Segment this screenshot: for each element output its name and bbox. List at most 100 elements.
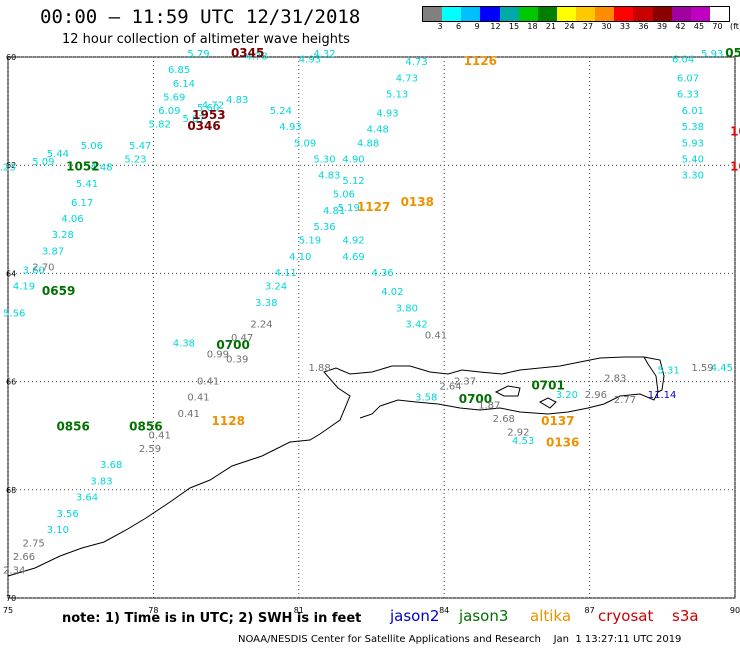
wave-height-label-jason3: 5.93 — [682, 138, 704, 149]
colorbar-swatch — [690, 7, 710, 21]
colorbar-swatch — [614, 7, 634, 21]
wave-height-label-jason3: 3.58 — [415, 393, 437, 404]
legend-altika: altika — [530, 607, 572, 625]
wave-height-label-s3a: 101 — [730, 160, 740, 174]
wave-height-label-jason3: 3.42 — [405, 320, 427, 331]
colorbar-tick: 3 — [437, 22, 443, 31]
wave-height-label-jason3: 4.19 — [13, 282, 35, 293]
colorbar-swatch — [442, 7, 462, 21]
lon-tick-label: 84 — [439, 606, 449, 615]
wave-height-label-jason3: 4.73 — [396, 73, 418, 84]
colorbar-tick: 36 — [638, 22, 649, 31]
wave-height-label-grey: 2.70 — [32, 263, 54, 274]
colorbar-tick: 27 — [582, 22, 594, 31]
colorbar-tick: 33 — [619, 22, 631, 31]
colorbar-swatch — [556, 7, 576, 21]
wave-height-label-jason3: 5.38 — [682, 122, 704, 133]
wave-height-colorbar — [422, 6, 730, 22]
wave-height-label-jason3-time: 05 — [725, 46, 740, 60]
wave-height-label-jason3: 5.06 — [81, 141, 103, 152]
colorbar-swatch — [671, 7, 691, 21]
wave-height-label-jason3: 4.48 — [90, 163, 112, 174]
wave-height-label-jason3: 5.44 — [47, 149, 69, 160]
wave-height-label-grey: 2.83 — [604, 374, 626, 385]
wave-height-label-grey: 2.77 — [614, 395, 636, 406]
wave-height-label-jason3-time: 0701 — [531, 379, 564, 393]
colorbar-swatch — [595, 7, 615, 21]
wave-height-label-grey: 1.87 — [478, 401, 500, 412]
wave-height-label-cryosat: 0346 — [187, 119, 220, 133]
colorbar-tick: 9 — [474, 22, 480, 31]
wave-height-label-jason3: 4.83 — [226, 95, 248, 106]
wave-height-label-jason3: 5.93 — [701, 49, 723, 60]
wave-height-label-jason3: 5.23 — [0, 163, 16, 174]
colorbar-tick: 70 — [712, 22, 723, 31]
colorbar-swatch — [518, 7, 538, 21]
wave-height-label-jason3: 4.93 — [279, 122, 301, 133]
wave-height-label-cryosat: 1953 — [192, 108, 225, 122]
wave-height-label-jason3-time: 0856 — [56, 419, 89, 433]
wave-height-label-jason3: 5.23 — [124, 154, 146, 165]
wave-height-label-grey: 2.24 — [250, 320, 272, 331]
wave-height-label-grey: 0.99 — [207, 349, 229, 360]
lon-tick-label: 78 — [148, 606, 158, 615]
wave-height-label-grey: 1.59 — [691, 363, 713, 374]
colorbar-swatch — [499, 7, 519, 21]
lat-tick-label: 68 — [6, 486, 16, 495]
wave-height-label-altika: 1128 — [212, 414, 245, 428]
wave-height-label-jason3-time: 0856 — [129, 419, 162, 433]
colorbar-swatch — [461, 7, 481, 21]
wave-height-label-jason3: 5.06 — [333, 190, 355, 201]
wave-height-label-jason3: 3.68 — [100, 460, 122, 471]
wave-height-label-jason3: 4.88 — [357, 138, 379, 149]
wave-height-label-grey: 2.68 — [493, 414, 515, 425]
colorbar-swatch — [423, 7, 443, 21]
wave-height-label-altika: 0137 — [541, 414, 574, 428]
coastline-segment — [643, 356, 665, 393]
wave-height-label-jason3: 5.79 — [187, 49, 209, 60]
lon-tick-label: 90 — [730, 606, 740, 615]
wave-height-label-jason3: 4.90 — [342, 154, 364, 165]
colorbar-swatch — [480, 7, 500, 21]
wave-height-label-jason3: 4.45 — [711, 363, 733, 374]
wave-height-label-jason3: 4.36 — [372, 268, 394, 279]
colorbar-tick: 45 — [693, 22, 705, 31]
wave-height-label-grey: 0.39 — [226, 355, 248, 366]
wave-height-label-grey: 1.88 — [308, 363, 330, 374]
wave-height-label-altika: 1127 — [357, 200, 390, 214]
wave-height-label-jason3: 6.17 — [71, 198, 93, 209]
wave-height-label-jason3: 6.14 — [173, 79, 195, 90]
wave-height-label-jason3: 3.24 — [265, 282, 287, 293]
page-title: 00:00 – 11:59 UTC 12/31/2018 — [40, 6, 361, 28]
wave-height-label-grey: 0.41 — [187, 393, 209, 404]
wave-height-label-jason3: 5.09 — [32, 157, 54, 168]
wave-height-label-jason3-time: 0659 — [42, 284, 75, 298]
colorbar-tick: 39 — [656, 22, 668, 31]
wave-height-label-jason3: 3.30 — [682, 171, 704, 182]
wave-height-label-jason3-time: 0700 — [459, 392, 492, 406]
colorbar-swatch — [576, 7, 596, 21]
coastline-segment — [538, 397, 557, 409]
wave-height-label-jason3: 3.87 — [42, 246, 64, 257]
lon-tick-label: 87 — [585, 606, 595, 615]
wave-height-label-jason3: 4.92 — [342, 236, 364, 247]
wave-height-label-jason3: 6.85 — [168, 65, 190, 76]
coastline — [7, 356, 665, 577]
colorbar-tick: 42 — [675, 22, 686, 31]
wave-height-label-jason3: 5.13 — [386, 90, 408, 101]
wave-height-labels: 5.79 6.85 6.14 5.69 6.09 5.605.67 5.82 5.47 5.23… — [0, 46, 740, 577]
lon-tick-label: 81 — [294, 606, 304, 615]
colorbar-swatch — [633, 7, 653, 21]
colorbar-swatch — [709, 7, 729, 21]
wave-height-label-jason3: 4.10 — [289, 252, 311, 263]
wave-height-label-jason2: 11.14 — [648, 390, 677, 401]
wave-height-label-jason3: 4.73 — [405, 57, 427, 68]
wave-height-label-jason3: 4.93 — [299, 54, 321, 65]
wave-height-label-jason3: 5.19 — [299, 236, 321, 247]
wave-height-label-jason3: 6.33 — [677, 90, 699, 101]
wave-height-label-jason3: 3.56 — [56, 509, 78, 520]
wave-height-label-jason3: 5.36 — [313, 222, 335, 233]
legend-s3a: s3a — [672, 607, 699, 625]
